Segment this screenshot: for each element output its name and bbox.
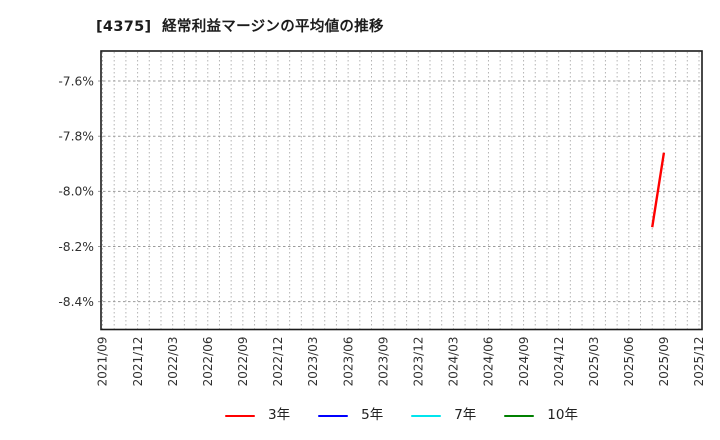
legend-item-5年: 5年 [318,409,383,423]
legend: 3年 5年 7年 10年 [101,402,702,430]
y-tick-label: -8.0% [58,185,94,199]
x-tick-label: 2022/06 [201,337,215,387]
legend-line-icon [411,414,442,418]
legend-label: 7年 [454,407,477,424]
x-tick-label: 2025/03 [587,337,601,387]
x-tick-label: 2025/12 [692,337,706,387]
legend-item-3年: 3年 [225,409,290,423]
legend-item-10年: 10年 [504,409,578,423]
legend-line-icon [318,414,349,418]
x-tick-label: 2023/03 [306,337,320,387]
x-tick-label: 2023/12 [411,337,425,387]
x-tick-label: 2022/09 [236,337,250,387]
legend-label: 5年 [361,407,384,424]
chart-title: [4375] 経常利益マージンの平均値の推移 [96,19,384,35]
legend-label: 3年 [268,407,291,424]
x-tick-label: 2024/12 [552,337,566,387]
x-tick-label: 2024/03 [447,337,461,387]
legend-line-icon [504,414,535,418]
x-tick-label: 2024/09 [517,337,531,387]
x-tick-label: 2021/09 [96,337,110,387]
y-tick-label: -8.2% [58,240,94,254]
series-line-3年 [651,152,666,228]
plot-border [100,50,703,331]
x-tick-label: 2025/09 [657,337,671,387]
legend-label: 10年 [547,407,578,424]
y-tick-label: -7.6% [58,74,94,88]
y-tick-label: -8.4% [58,295,94,309]
x-tick-label: 2024/06 [482,337,496,387]
x-tick-label: 2023/06 [341,337,355,387]
x-tick-label: 2022/12 [271,337,285,387]
legend-item-7年: 7年 [411,409,476,423]
legend-line-icon [225,414,256,418]
x-tick-label: 2023/09 [376,337,390,387]
x-tick-label: 2025/06 [622,337,636,387]
x-tick-label: 2021/12 [131,337,145,387]
y-tick-label: -7.8% [58,130,94,144]
x-tick-label: 2022/03 [166,337,180,387]
